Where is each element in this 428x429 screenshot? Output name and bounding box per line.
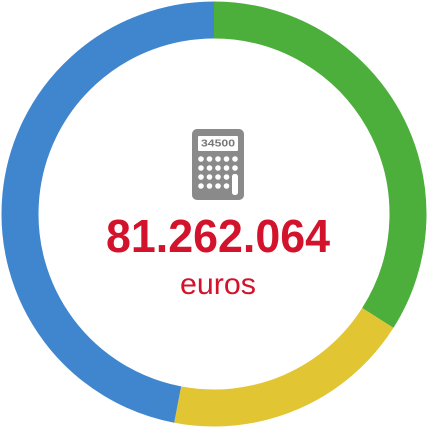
calculator-key — [206, 183, 213, 189]
calculator-key — [215, 156, 221, 162]
donut-segment — [213, 1, 427, 328]
calculator-key — [215, 183, 221, 189]
calculator-key — [232, 165, 238, 171]
calculator-key — [223, 165, 230, 171]
calculator-key — [223, 156, 230, 162]
calculator-key — [198, 165, 204, 171]
calculator-display — [198, 136, 238, 151]
calculator-key — [198, 156, 204, 162]
calculator-key — [223, 174, 230, 180]
calculator-key — [215, 174, 221, 180]
calculator-key — [232, 156, 238, 162]
donut-segment — [174, 307, 394, 427]
donut-segment — [1, 1, 215, 423]
calculator-key — [232, 174, 238, 195]
calculator-keys — [198, 156, 238, 195]
calculator-icon: 34500 — [192, 129, 244, 200]
calculator-key — [215, 165, 221, 171]
center-value: 81.262.064 — [106, 210, 330, 262]
calculator-display-text: 34500 — [201, 139, 236, 150]
calculator-key — [206, 165, 213, 171]
center-unit: euros — [180, 268, 256, 301]
calculator-key — [198, 183, 204, 189]
calculator-key — [206, 174, 213, 180]
calculator-key — [223, 183, 230, 189]
calculator-key — [206, 156, 213, 162]
calculator-key — [198, 174, 204, 180]
